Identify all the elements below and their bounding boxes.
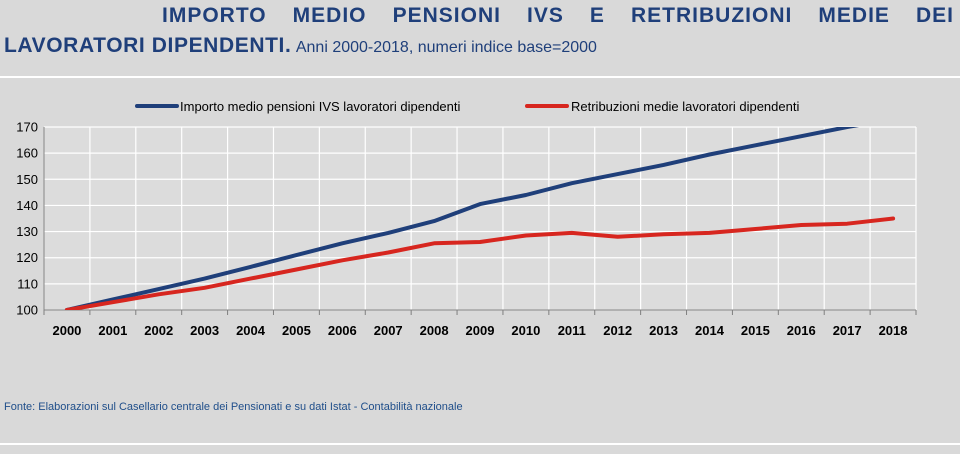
- x-tick-label: 2009: [466, 323, 495, 338]
- x-tick-label: 2004: [236, 323, 266, 338]
- source-note: Fonte: Elaborazioni sul Casellario centr…: [4, 401, 463, 413]
- y-tick-label: 120: [16, 250, 38, 265]
- y-tick-label: 110: [17, 276, 38, 291]
- x-tick-label: 2017: [833, 323, 862, 338]
- y-tick-label: 140: [16, 198, 38, 213]
- line-chart: 100 110 120 130 140 150 160 170 2000 2001 2002 2003…: [16, 99, 917, 338]
- x-tick-label: 2015: [741, 323, 770, 338]
- x-tick-label: 2011: [558, 323, 586, 338]
- x-tick-label: 2010: [511, 323, 540, 338]
- x-tick-label: 2003: [190, 323, 219, 338]
- top-divider: [0, 76, 960, 78]
- x-tick-label: 2005: [282, 323, 311, 338]
- x-tick-label: 2014: [695, 323, 725, 338]
- x-tick-label: 2016: [787, 323, 816, 338]
- y-tick-label: 170: [16, 120, 38, 135]
- series-line-1: [64, 127, 860, 310]
- x-tick-label: 2018: [879, 323, 908, 338]
- x-tick-label: 2002: [144, 323, 173, 338]
- y-tick-label: 160: [16, 146, 38, 161]
- legend-label-1: Importo medio pensioni IVS lavoratori di…: [180, 99, 460, 114]
- x-tick-label: 2000: [52, 323, 81, 338]
- y-tick-label: 100: [16, 303, 38, 318]
- x-tick-label: 2006: [328, 323, 357, 338]
- title-subtitle: Anni 2000-2018, numeri indice base=2000: [295, 39, 597, 56]
- title-line-2: LAVORATORI DIPENDENTI. Anni 2000-2018, n…: [4, 33, 954, 61]
- title-line-1: IMPORTO MEDIO PENSIONI IVS E RETRIBUZION…: [162, 4, 954, 27]
- bottom-divider: [0, 443, 960, 445]
- x-tick-label: 2008: [420, 323, 449, 338]
- chart-title: IMPORTO MEDIO PENSIONI IVS E RETRIBUZION…: [4, 4, 954, 61]
- x-tick-label: 2001: [98, 323, 127, 338]
- y-tick-label: 130: [16, 224, 38, 239]
- x-tick-label: 2007: [374, 323, 403, 338]
- y-tick-label: 150: [16, 172, 38, 187]
- title-bold-part: LAVORATORI DIPENDENTI.: [4, 34, 292, 57]
- x-tick-label: 2012: [603, 323, 632, 338]
- x-tick-label: 2013: [649, 323, 678, 338]
- series-line-2: [64, 216, 896, 310]
- plot-area: [44, 127, 916, 310]
- legend-label-2: Retribuzioni medie lavoratori dipendenti: [571, 99, 799, 114]
